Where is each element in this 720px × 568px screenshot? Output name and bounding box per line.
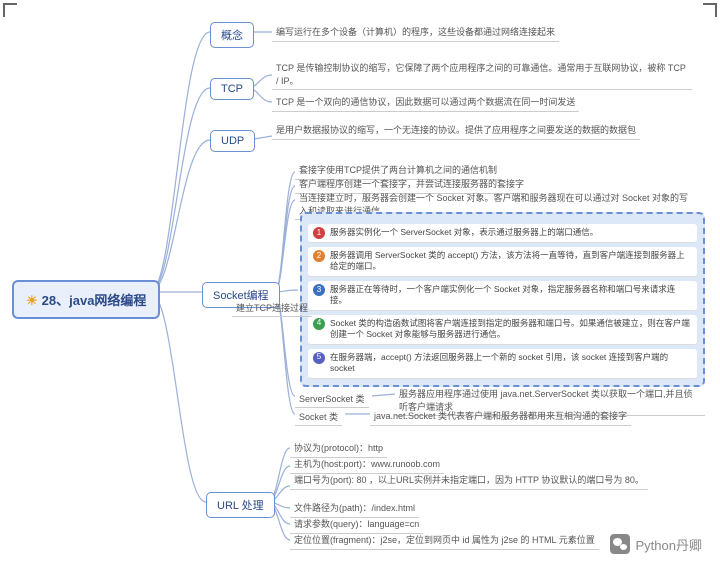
- tcp-step-3: 3服务器正在等待时，一个客户端实例化一个 Socket 对象，指定服务器名称和端…: [308, 281, 697, 311]
- branch-concept[interactable]: 概念: [210, 22, 254, 48]
- tcp-step-4: 4Socket 类的构造函数试图将客户端连接到指定的服务器和端口号。如果通信被建…: [308, 315, 697, 345]
- leaf-concept-0: 编写运行在多个设备（计算机）的程序，这些设备都通过网络连接起来: [272, 24, 559, 42]
- step-num-1: 1: [313, 227, 325, 239]
- step-num-2: 2: [313, 250, 325, 262]
- wechat-icon: [610, 534, 630, 554]
- leaf-url-0: 协议为(protocol)：http: [290, 440, 387, 458]
- leaf-url-4: 请求参数(query)：language=cn: [290, 516, 423, 534]
- tcp-step-2: 2服务器调用 ServerSocket 类的 accept() 方法，该方法将一…: [308, 247, 697, 277]
- watermark: Python丹卿: [610, 534, 702, 554]
- watermark-text: Python丹卿: [636, 535, 702, 554]
- leaf-tcp-1: TCP 是一个双向的通信协议，因此数据可以通过两个数据流在同一时间发送: [272, 94, 579, 112]
- leaf-url-2: 端口号为(port): 80 ，以上URL实例并未指定端口，因为 HTTP 协议…: [290, 472, 648, 490]
- step-num-4: 4: [313, 318, 325, 330]
- root-node[interactable]: ☀ 28、java网络编程: [12, 280, 160, 319]
- step-num-3: 3: [313, 284, 325, 296]
- socketclass-label: Socket 类: [295, 408, 342, 426]
- tcp-step-1: 1服务器实例化一个 ServerSocket 对象，表示通过服务器上的端口通信。: [308, 224, 697, 243]
- root-title: 28、java网络编程: [42, 293, 147, 308]
- branch-udp[interactable]: UDP: [210, 130, 255, 152]
- branch-tcp[interactable]: TCP: [210, 78, 254, 100]
- leaf-tcp-0: TCP 是传输控制协议的缩写，它保障了两个应用程序之间的可靠通信。通常用于互联网…: [272, 60, 692, 90]
- tcp-step-5: 5在服务器端，accept() 方法返回服务器上一个新的 socket 引用，该…: [308, 349, 697, 379]
- leaf-url-3: 文件路径为(path)：/index.html: [290, 500, 419, 518]
- sun-icon: ☀: [26, 293, 38, 308]
- serversocket-label: ServerSocket 类: [295, 390, 369, 408]
- branch-url[interactable]: URL 处理: [206, 492, 275, 518]
- tcp-steps-title: 建立TCP连接过程: [232, 299, 312, 317]
- leaf-udp-0: 是用户数据报协议的缩写，一个无连接的协议。提供了应用程序之间要发送的数据的数据包: [272, 122, 640, 140]
- leaf-url-5: 定位位置(fragment)：j2se，定位到网页中 id 属性为 j2se 的…: [290, 532, 599, 550]
- tcp-steps-box: 建立TCP连接过程 1服务器实例化一个 ServerSocket 对象，表示通过…: [300, 212, 705, 387]
- leaf-url-1: 主机为(host:port)：www.runoob.com: [290, 456, 444, 474]
- step-num-5: 5: [313, 352, 325, 364]
- socketclass-desc: java.net.Socket 类代表客户端和服务器都用来互相沟通的套接字: [370, 408, 631, 426]
